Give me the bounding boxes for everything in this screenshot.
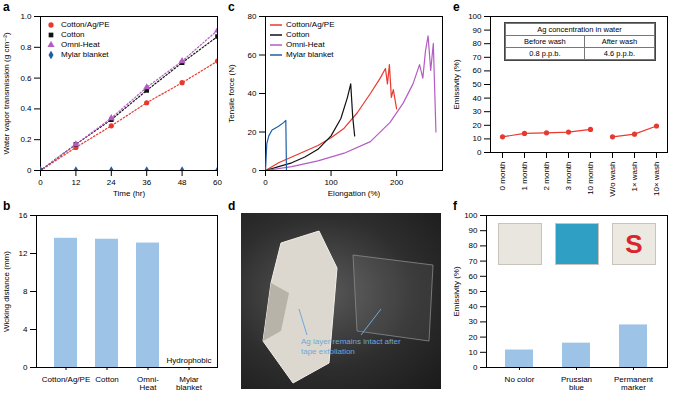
html-text:S: S: [625, 228, 643, 259]
svg-text:Water vapor transmission (g cm: Water vapor transmission (g cm⁻²): [2, 32, 11, 155]
svg-text:0.2: 0.2: [20, 135, 32, 144]
svg-text:70: 70: [473, 53, 482, 62]
svg-text:W/o wash: W/o wash: [608, 162, 617, 197]
svg-text:100: 100: [464, 211, 478, 220]
html-text:Ag concentration in water: Ag concentration in water: [537, 25, 622, 34]
html-text:4.6 p.p.b.: 4.6 p.p.b.: [603, 49, 635, 58]
html-text:a: a: [3, 0, 10, 14]
svg-text:Cotton/Ag/PE: Cotton/Ag/PE: [42, 375, 90, 384]
svg-text:0.6: 0.6: [20, 74, 32, 83]
svg-text:30: 30: [473, 107, 482, 116]
svg-text:Hydrophobic: Hydrophobic: [167, 356, 212, 365]
svg-text:Wicking distance (mm): Wicking distance (mm): [2, 251, 11, 332]
svg-text:0: 0: [38, 178, 43, 187]
svg-text:20: 20: [469, 333, 478, 342]
svg-text:80: 80: [469, 241, 478, 250]
html-text:Before wash: Before wash: [524, 37, 566, 46]
svg-text:3 month: 3 month: [564, 162, 573, 191]
svg-text:16: 16: [19, 211, 28, 220]
svg-text:Emissivity (%): Emissivity (%): [452, 59, 461, 110]
svg-text:No color: No color: [505, 375, 535, 384]
svg-text:60: 60: [248, 51, 257, 60]
svg-text:Tensile force (N): Tensile force (N): [227, 64, 236, 123]
svg-text:0: 0: [477, 148, 482, 157]
html-text:Omni-Heat: Omni-Heat: [286, 40, 325, 49]
svg-text:Omni-Heat: Omni-Heat: [137, 375, 159, 392]
svg-text:10 month: 10 month: [586, 162, 595, 195]
svg-text:10: 10: [469, 348, 478, 357]
svg-text:50: 50: [469, 287, 478, 296]
svg-text:0: 0: [252, 166, 257, 175]
html-text:Mylar blanket: Mylar blanket: [61, 50, 109, 59]
svg-text:0 month: 0 month: [498, 162, 507, 191]
svg-text:50: 50: [473, 80, 482, 89]
svg-text:100: 100: [468, 12, 482, 21]
svg-text:80: 80: [248, 12, 257, 21]
html-text:Cotton: Cotton: [61, 30, 85, 39]
html-text:Mylar blanket: Mylar blanket: [286, 50, 334, 59]
svg-text:0: 0: [27, 166, 32, 175]
svg-text:10: 10: [473, 134, 482, 143]
svg-text:30: 30: [469, 317, 478, 326]
svg-text:90: 90: [473, 26, 482, 35]
html-text:Cotton/Ag/PE: Cotton/Ag/PE: [61, 20, 110, 29]
svg-text:80: 80: [473, 39, 482, 48]
svg-text:Mylarblanket: Mylarblanket: [176, 375, 203, 392]
svg-text:12: 12: [19, 249, 28, 258]
html-text:d: d: [228, 199, 236, 213]
svg-text:Prussianblue: Prussianblue: [561, 375, 592, 392]
svg-text:1.0: 1.0: [20, 12, 32, 21]
svg-text:0: 0: [263, 178, 268, 187]
svg-text:0.4: 0.4: [20, 104, 32, 113]
html-text:0.8 p.p.b.: 0.8 p.p.b.: [529, 49, 561, 58]
svg-text:0: 0: [23, 363, 28, 372]
html-text:e: e: [453, 0, 460, 14]
html-text:c: c: [228, 0, 235, 14]
html-text:Omni-Heat: Omni-Heat: [61, 40, 100, 49]
svg-text:1 month: 1 month: [520, 162, 529, 191]
svg-text:90: 90: [469, 226, 478, 235]
svg-text:2 month: 2 month: [542, 162, 551, 191]
svg-text:Time (hr): Time (hr): [113, 189, 145, 198]
svg-text:24: 24: [107, 178, 116, 187]
svg-text:40: 40: [469, 302, 478, 311]
html-text:After wash: After wash: [601, 37, 638, 46]
svg-text:10× wash: 10× wash: [652, 162, 661, 196]
html-text:Cotton/Ag/PE: Cotton/Ag/PE: [286, 20, 335, 29]
svg-text:0.8: 0.8: [20, 43, 32, 52]
html-text:Cotton: Cotton: [286, 30, 310, 39]
svg-text:8: 8: [23, 287, 28, 296]
svg-text:20: 20: [248, 128, 257, 137]
svg-text:200: 200: [390, 178, 404, 187]
svg-text:Elongation (%): Elongation (%): [328, 189, 381, 198]
svg-text:60: 60: [469, 272, 478, 281]
svg-text:40: 40: [248, 89, 257, 98]
svg-text:Emissivity (%): Emissivity (%): [452, 266, 461, 317]
html-text:b: b: [3, 199, 11, 213]
svg-text:70: 70: [469, 257, 478, 266]
svg-text:12: 12: [71, 178, 80, 187]
svg-text:0: 0: [473, 363, 478, 372]
svg-text:40: 40: [473, 94, 482, 103]
svg-text:60: 60: [213, 178, 222, 187]
svg-text:Cotton: Cotton: [95, 375, 119, 384]
html-text:f: f: [453, 199, 457, 213]
svg-text:48: 48: [178, 178, 187, 187]
svg-text:60: 60: [473, 66, 482, 75]
svg-text:4: 4: [23, 325, 28, 334]
svg-text:36: 36: [142, 178, 151, 187]
svg-text:1× wash: 1× wash: [630, 162, 639, 192]
svg-text:100: 100: [324, 178, 338, 187]
svg-text:20: 20: [473, 121, 482, 130]
html-text:Ag layer remains intact after: Ag layer remains intact after tape exfol…: [301, 337, 401, 356]
svg-text:Permanentmarker: Permanentmarker: [614, 375, 654, 392]
